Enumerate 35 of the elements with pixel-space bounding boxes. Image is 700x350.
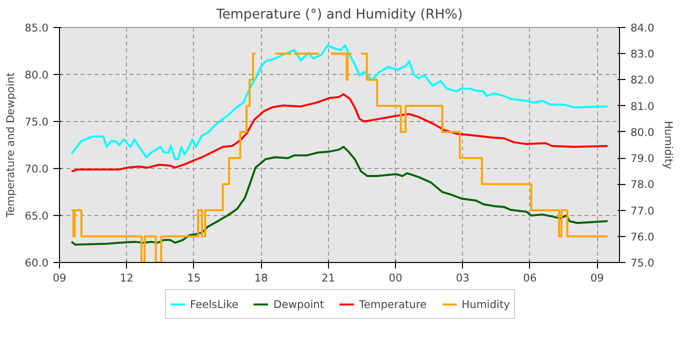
y2-tick-label: 82.0 [630,74,654,87]
y-tick-label: 80.0 [24,68,49,82]
y-tick-label: 75.0 [24,116,49,128]
chart-title: Temperature (°) and Humidity (RH%) [215,8,463,22]
line-series [70,146,609,246]
x-tick-label: 06 [523,272,537,284]
y2-tick-label: 79.0 [630,152,654,166]
y2-tick-label: 81.0 [630,100,654,113]
x-tick-label: 21 [322,272,336,284]
y-axis-title: Temperature and Dewpoint [4,72,17,218]
y-tick-label: 85.0 [24,22,49,34]
y-tick-label: 70.0 [24,162,49,176]
x-tick-label: 18 [254,272,268,284]
x-tick-label: 03 [456,272,470,284]
legend-label: Humidity [462,298,510,310]
legend-label: Dewpoint [273,298,324,310]
x-tick-label: 09 [52,272,66,284]
legend-label: Temperature [359,298,427,310]
y2-tick-label: 75.0 [630,256,654,270]
legend-label: FeelsLike [190,298,238,310]
y-tick-label: 60.0 [24,256,49,270]
y2-axis-title: Humidity [662,120,676,170]
line-series [70,44,609,160]
x-tick-label: 09 [590,272,604,284]
y2-tick-label: 76.0 [630,230,654,244]
y2-tick-label: 84.0 [630,22,654,34]
line-series [70,93,609,172]
y2-tick-label: 78.0 [630,178,654,192]
x-tick-label: 12 [120,272,134,284]
y2-tick-label: 83.0 [630,48,654,61]
y2-tick-label: 80.0 [630,126,654,139]
y-tick-label: 65.0 [24,210,49,222]
x-tick-label: 15 [187,272,201,284]
x-tick-label: 00 [388,272,402,284]
y2-tick-label: 77.0 [630,204,654,218]
